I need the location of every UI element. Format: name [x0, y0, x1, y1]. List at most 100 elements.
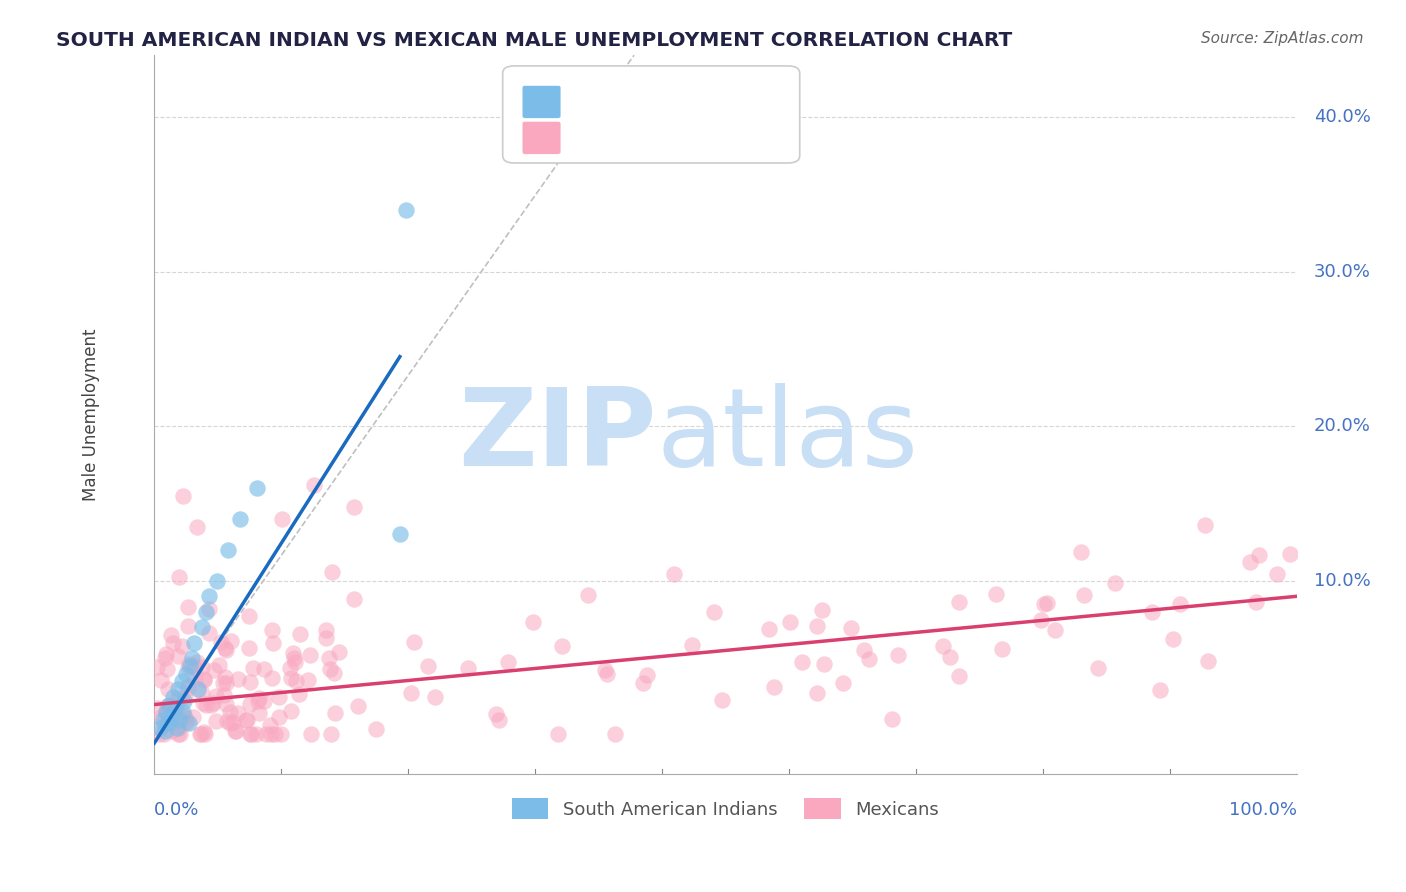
Point [299, 727, 322, 741]
Point [153, 723, 176, 738]
Point [181, 651, 204, 665]
Point [284, 655, 307, 669]
Point [297, 673, 319, 688]
Point [226, 706, 249, 721]
Point [662, 567, 685, 582]
Point [254, 727, 277, 741]
Point [547, 727, 569, 741]
Point [193, 697, 215, 711]
Point [323, 706, 346, 720]
Point [205, 574, 228, 588]
Point [388, 527, 411, 541]
Text: Source: ZipAtlas.com: Source: ZipAtlas.com [1201, 31, 1364, 46]
Point [172, 706, 194, 720]
Point [215, 642, 238, 657]
Point [194, 727, 217, 741]
Point [235, 714, 257, 728]
Point [157, 682, 180, 697]
Point [280, 704, 302, 718]
Point [193, 672, 215, 686]
Point [321, 565, 343, 579]
Point [162, 635, 184, 649]
Point [806, 686, 828, 700]
Point [522, 615, 544, 629]
Point [214, 641, 236, 656]
Point [157, 698, 180, 712]
Point [174, 690, 197, 705]
Point [603, 727, 626, 741]
Point [948, 669, 970, 683]
Point [1033, 597, 1056, 611]
Point [173, 708, 195, 723]
Point [165, 706, 187, 720]
Point [181, 658, 204, 673]
Point [1168, 597, 1191, 611]
Point [209, 634, 232, 648]
Point [1239, 555, 1261, 569]
Point [239, 675, 262, 690]
Point [1029, 613, 1052, 627]
Point [288, 627, 311, 641]
Point [253, 694, 276, 708]
Point [1265, 567, 1288, 582]
Point [198, 590, 221, 604]
Point [758, 622, 780, 636]
Point [288, 687, 311, 701]
Point [193, 673, 215, 687]
Point [1246, 595, 1268, 609]
Point [242, 661, 264, 675]
Point [205, 714, 228, 728]
Point [269, 710, 291, 724]
Point [240, 727, 263, 741]
Point [155, 705, 177, 719]
Point [596, 666, 619, 681]
Point [219, 633, 242, 648]
Point [155, 705, 177, 719]
Point [177, 716, 200, 731]
Point [762, 680, 785, 694]
Point [152, 717, 174, 731]
Point [149, 673, 172, 688]
Point [1163, 632, 1185, 647]
Point [212, 689, 235, 703]
Point [236, 713, 259, 727]
Point [280, 671, 302, 685]
Text: 100.0%: 100.0% [1229, 801, 1296, 820]
Point [194, 605, 217, 619]
Point [1104, 576, 1126, 591]
Point [281, 646, 304, 660]
Point [425, 690, 447, 704]
Point [166, 648, 188, 663]
Point [593, 664, 616, 678]
Point [201, 697, 224, 711]
Point [200, 698, 222, 713]
Point [160, 710, 183, 724]
Point [152, 713, 174, 727]
Point [169, 709, 191, 723]
Point [160, 723, 183, 738]
Point [343, 500, 366, 514]
Point [169, 713, 191, 727]
Point [219, 705, 242, 719]
Point [229, 512, 252, 526]
Point [457, 661, 479, 675]
Point [145, 660, 167, 674]
Point [153, 727, 176, 741]
Point [190, 686, 212, 700]
Text: 20.0%: 20.0% [1313, 417, 1371, 435]
Point [285, 674, 308, 689]
Point [1247, 548, 1270, 562]
Point [217, 714, 239, 729]
Point [813, 657, 835, 672]
Point [160, 628, 183, 642]
Point [1036, 595, 1059, 609]
Point [247, 706, 270, 720]
Point [270, 512, 292, 526]
Point [484, 707, 506, 722]
Point [1070, 545, 1092, 559]
Point [259, 718, 281, 732]
Point [183, 636, 205, 650]
Point [146, 701, 169, 715]
Point [496, 655, 519, 669]
Point [167, 682, 190, 697]
